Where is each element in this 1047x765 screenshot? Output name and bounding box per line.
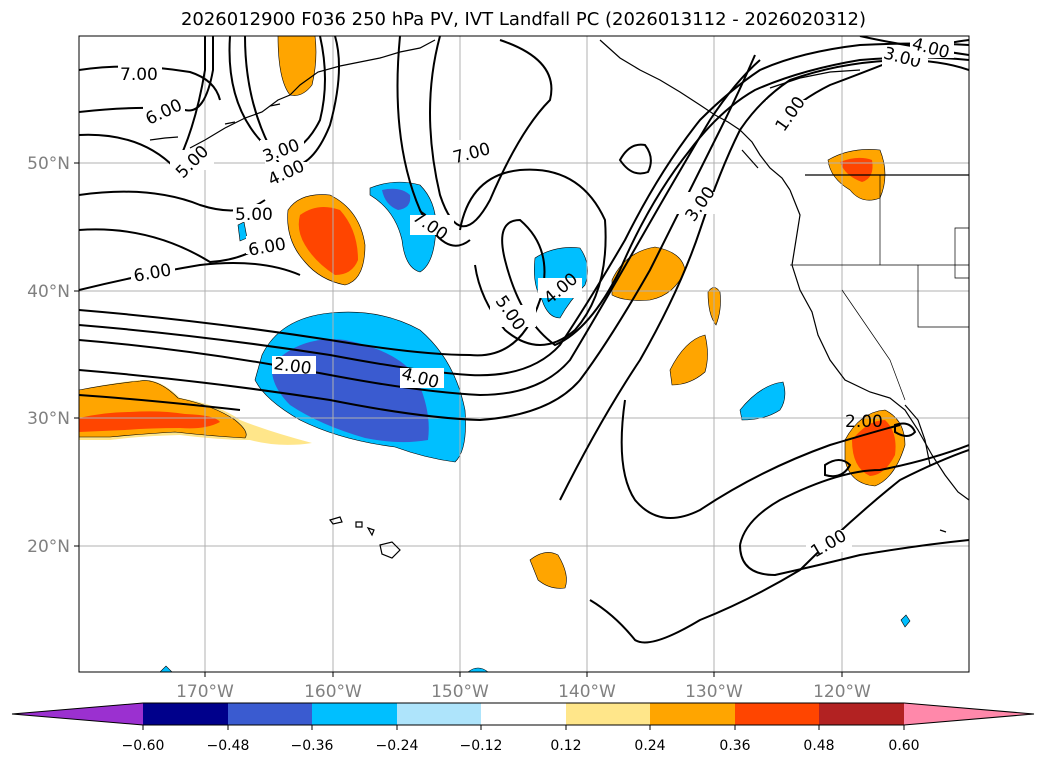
- coastline-map: [149, 39, 969, 559]
- shade-region: [852, 420, 896, 476]
- contour-label: 2.00: [845, 412, 883, 432]
- colorbar-segment: [397, 703, 481, 725]
- shade-region: [79, 411, 220, 432]
- colorbar-segment: [228, 703, 312, 725]
- shade-region: [840, 157, 873, 182]
- colorbar-tick-label: −0.24: [376, 738, 419, 754]
- colorbar-segment: [312, 703, 397, 725]
- map-plot-area: 7.00 6.00 5.00 3.00 4.00 5.00 6.00 6.00 …: [79, 36, 969, 672]
- lon-label: 120°W: [813, 682, 871, 702]
- shade-region: [369, 181, 437, 273]
- colorbar-segment: [481, 703, 566, 725]
- colorbar-tick-label: 0.36: [719, 738, 750, 754]
- colorbar: −0.60 −0.48 −0.36 −0.24 −0.12 0.12 0.24 …: [11, 702, 1035, 754]
- colorbar-segment: [650, 703, 735, 725]
- colorbar-arrow-over: [904, 703, 1034, 725]
- lat-label: 30°N: [27, 409, 70, 429]
- colorbar-tick-label: −0.12: [460, 738, 503, 754]
- lon-label: 160°W: [304, 682, 362, 702]
- colorbar-segment: [143, 703, 228, 725]
- lat-label: 20°N: [27, 537, 70, 557]
- lon-label: 170°W: [176, 682, 234, 702]
- lat-labels: 50°N 40°N 30°N 20°N: [27, 154, 70, 557]
- colorbar-segment: [566, 703, 650, 725]
- contour-label: 7.00: [120, 65, 158, 85]
- lat-label: 40°N: [27, 282, 70, 302]
- colorbar-segment: [819, 703, 904, 725]
- map-frame: [78, 35, 970, 673]
- colorbar-tick-label: 0.48: [803, 738, 834, 754]
- lon-labels: 170°W 160°W 150°W 140°W 130°W 120°W: [176, 682, 871, 702]
- colorbar-tick-label: −0.48: [207, 738, 250, 754]
- lon-label: 130°W: [685, 682, 743, 702]
- contour-label: 5.00: [235, 205, 273, 225]
- shade-region: [669, 334, 708, 386]
- shade-region: [159, 665, 173, 672]
- shade-region: [900, 614, 911, 628]
- map-title: 2026012900 F036 250 hPa PV, IVT Landfall…: [180, 9, 867, 30]
- colorbar-tick-label: −0.36: [291, 738, 334, 754]
- colorbar-arrow-under: [12, 703, 143, 725]
- colorbar-tick-label: 0.60: [888, 738, 919, 754]
- lon-label: 150°W: [431, 682, 489, 702]
- shade-region: [382, 188, 411, 210]
- colorbar-tick-label: 0.24: [634, 738, 665, 754]
- colorbar-segment: [735, 703, 819, 725]
- tick-marks: [74, 162, 843, 677]
- lat-label: 50°N: [27, 154, 70, 174]
- lon-label: 140°W: [558, 682, 616, 702]
- colorbar-tick-label: 0.12: [550, 738, 581, 754]
- shade-region: [529, 552, 567, 589]
- shade-region: [298, 206, 358, 275]
- colorbar-tick-label: −0.60: [122, 738, 165, 754]
